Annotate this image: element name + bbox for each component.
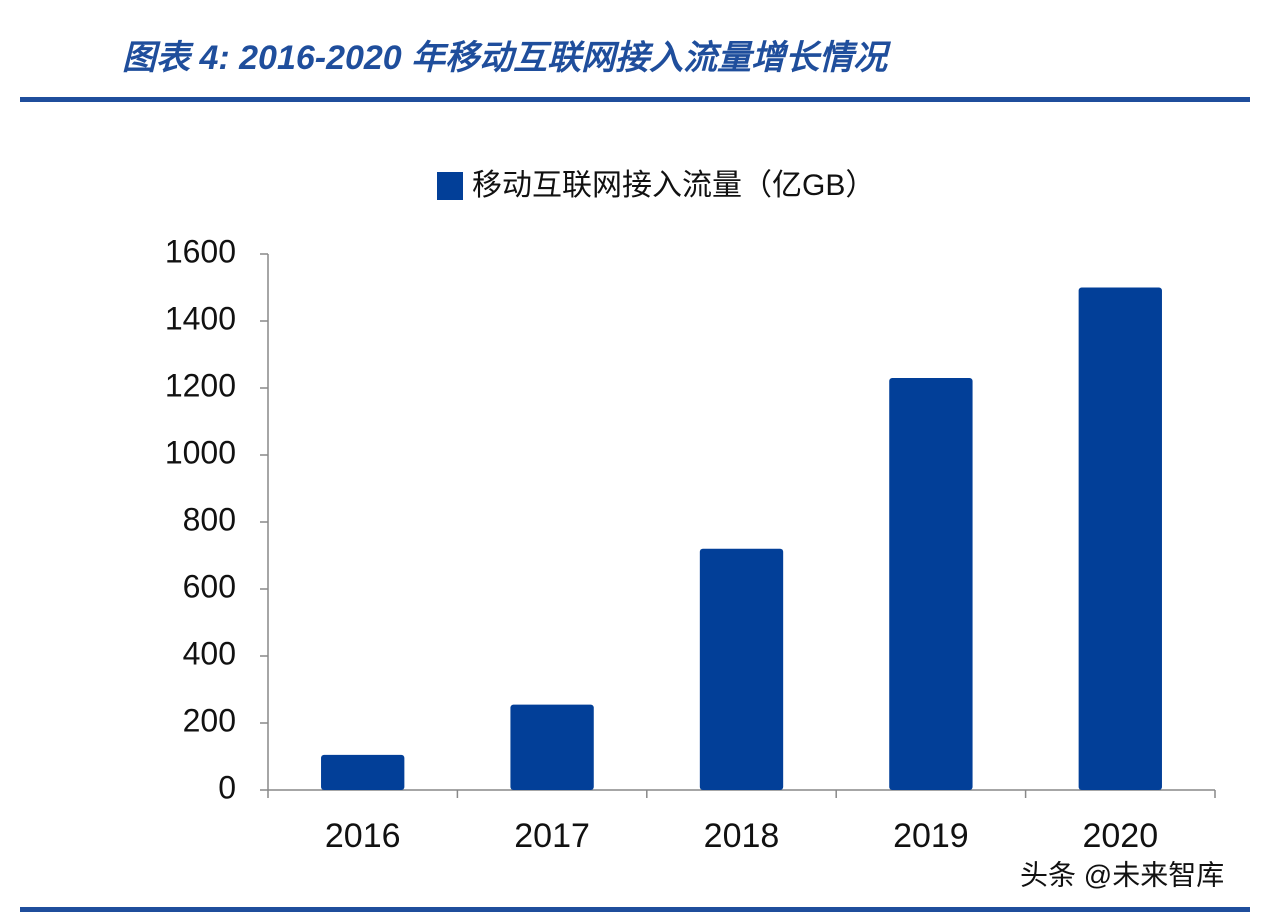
x-tick-label: 2019 — [893, 817, 969, 855]
x-tick-label: 2020 — [1082, 817, 1158, 855]
y-tick-label: 600 — [183, 568, 236, 604]
y-tick-label: 1600 — [165, 233, 236, 269]
y-tick-label: 0 — [218, 769, 236, 805]
x-tick-label: 2016 — [325, 817, 401, 855]
legend-swatch — [437, 172, 463, 200]
footer-rule — [20, 907, 1250, 912]
y-tick-label: 1000 — [165, 434, 236, 470]
bar — [889, 377, 973, 790]
y-tick-label: 200 — [183, 702, 236, 738]
watermark: 头条 @未来智库 — [1020, 859, 1224, 890]
bar — [699, 548, 784, 790]
y-tick-label: 1400 — [165, 300, 236, 336]
x-tick-label: 2017 — [514, 817, 590, 855]
header-rule — [20, 97, 1250, 102]
bar — [1078, 287, 1162, 790]
x-tick-label: 2018 — [704, 817, 780, 855]
y-tick-label: 400 — [183, 635, 236, 671]
chart-title: 图表 4: 2016-2020 年移动互联网接入流量增长情况 — [122, 39, 891, 77]
bar — [321, 754, 405, 790]
y-tick-label: 800 — [183, 501, 236, 537]
y-tick-label: 1200 — [165, 367, 236, 403]
bar — [510, 704, 594, 790]
legend-label: 移动互联网接入流量（亿GB） — [472, 169, 875, 202]
